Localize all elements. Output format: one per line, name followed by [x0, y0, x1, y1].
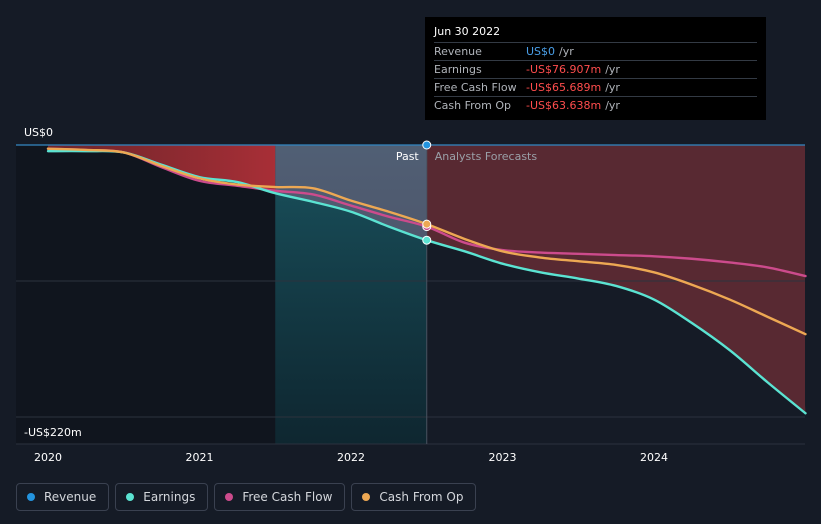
marker-cash-from-op[interactable]: [422, 219, 432, 229]
legend-item-free-cash-flow[interactable]: Free Cash Flow: [214, 483, 346, 511]
tooltip-value: -US$76.907m: [526, 63, 602, 76]
legend-item-revenue[interactable]: Revenue: [16, 483, 110, 511]
tooltip-unit: /yr: [605, 63, 620, 76]
tooltip: Jun 30 2022 Revenue US$0 /yr Earnings -U…: [425, 17, 766, 120]
legend-label: Revenue: [44, 490, 97, 504]
tooltip-label: Free Cash Flow: [434, 81, 517, 94]
legend-dot-icon: [225, 493, 234, 501]
legend: Revenue Earnings Free Cash Flow Cash Fro…: [16, 483, 482, 511]
tooltip-date: Jun 30 2022: [434, 24, 757, 43]
legend-label: Cash From Op: [379, 490, 464, 504]
tooltip-unit: /yr: [559, 45, 574, 58]
tooltip-label: Revenue: [434, 45, 482, 58]
past-label: Past: [396, 150, 420, 163]
forecast-label: Analysts Forecasts: [435, 150, 538, 163]
earnings-area-past: [48, 145, 276, 194]
x-tick-label: 2024: [640, 451, 668, 464]
x-tick-label: 2022: [337, 451, 365, 464]
tooltip-label: Earnings: [434, 63, 482, 76]
legend-dot-icon: [27, 493, 35, 501]
legend-item-cash-from-op[interactable]: Cash From Op: [351, 483, 477, 511]
legend-label: Earnings: [143, 490, 196, 504]
tooltip-row-free-cash-flow: Free Cash Flow -US$65.689m /yr: [434, 79, 757, 97]
tooltip-row-cash-from-op: Cash From Op -US$63.638m /yr: [434, 97, 757, 114]
legend-dot-icon: [362, 493, 371, 501]
tooltip-row-revenue: Revenue US$0 /yr: [434, 43, 757, 61]
earnings-area-forecast: [426, 145, 806, 414]
legend-dot-icon: [126, 493, 135, 501]
tooltip-label: Cash From Op: [434, 99, 512, 112]
legend-item-earnings[interactable]: Earnings: [115, 483, 209, 511]
legend-label: Free Cash Flow: [242, 490, 333, 504]
tooltip-value: US$0: [526, 45, 556, 58]
x-tick-label: 2021: [186, 451, 214, 464]
x-tick-label: 2020: [34, 451, 62, 464]
x-tick-label: 2023: [489, 451, 517, 464]
chart-area: US$0 -US$220m Past Analysts Forecasts 20…: [16, 126, 807, 464]
marker-earnings[interactable]: [422, 235, 432, 245]
y-axis-top-label: US$0: [24, 126, 53, 139]
tooltip-unit: /yr: [605, 99, 620, 112]
marker-revenue[interactable]: [422, 140, 432, 150]
y-axis-bottom-label: -US$220m: [24, 426, 82, 439]
tooltip-unit: /yr: [605, 81, 620, 94]
tooltip-value: -US$63.638m: [526, 99, 602, 112]
tooltip-row-earnings: Earnings -US$76.907m /yr: [434, 61, 757, 79]
tooltip-value: -US$65.689m: [526, 81, 602, 94]
